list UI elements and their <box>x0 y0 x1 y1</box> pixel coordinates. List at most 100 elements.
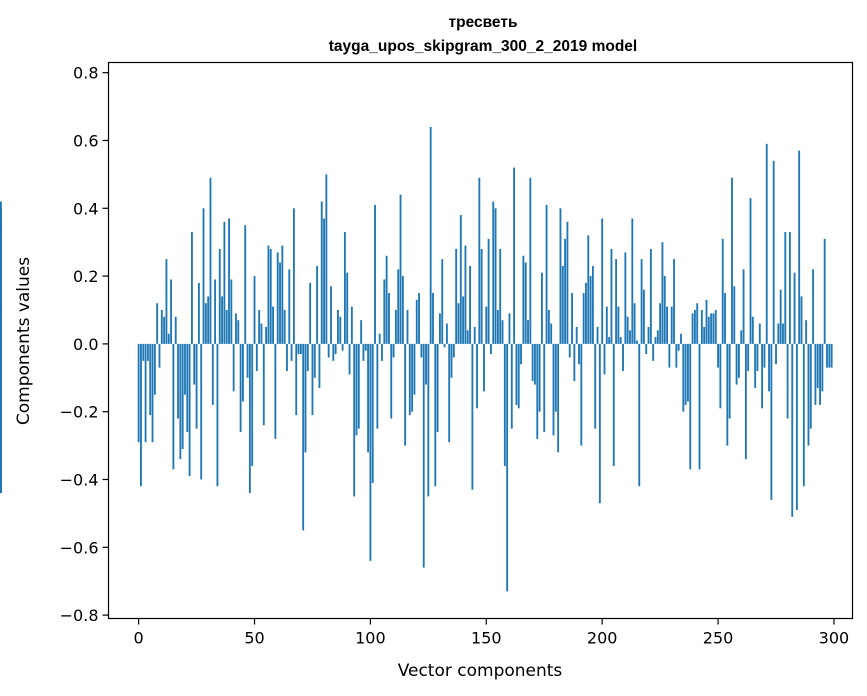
bar <box>413 343 416 395</box>
bar <box>462 296 465 344</box>
bar <box>193 343 196 385</box>
bar <box>652 343 655 361</box>
bar <box>615 259 618 344</box>
bar <box>670 306 673 344</box>
bar <box>441 259 444 344</box>
bar <box>779 289 782 344</box>
bar <box>292 208 295 344</box>
bar <box>200 343 203 480</box>
bar <box>758 323 761 344</box>
bar <box>320 201 323 344</box>
bar <box>174 316 177 344</box>
bar <box>677 343 680 351</box>
bar <box>714 309 717 344</box>
bar <box>575 326 578 344</box>
bar <box>434 343 437 487</box>
bar <box>638 343 641 487</box>
bar <box>163 316 166 344</box>
bar <box>360 320 363 344</box>
x-tick-label: 0 <box>134 629 144 648</box>
y-tick-label: 0.0 <box>73 335 98 354</box>
x-axis-ticks: 0 50 100 150 200 250 300 <box>134 618 850 648</box>
x-tick-label: 200 <box>587 629 618 648</box>
bar <box>506 343 509 592</box>
bar <box>397 269 400 344</box>
bar <box>420 343 423 358</box>
bar <box>645 343 648 355</box>
bar <box>297 343 300 355</box>
bar <box>543 343 546 433</box>
bar <box>313 343 316 378</box>
bar <box>302 343 305 531</box>
bar <box>559 208 562 344</box>
bar <box>399 194 402 344</box>
bar <box>719 343 722 409</box>
bar <box>406 309 409 344</box>
bar <box>744 343 747 460</box>
bar <box>214 279 217 344</box>
bar <box>478 177 481 344</box>
x-tick-label: 50 <box>244 629 264 648</box>
bar <box>622 343 624 372</box>
bar <box>754 343 757 388</box>
bar <box>427 343 430 497</box>
bar <box>510 343 513 429</box>
bar <box>812 269 815 344</box>
bar <box>724 293 726 344</box>
bar <box>385 255 388 344</box>
bar <box>680 333 682 344</box>
bar <box>186 343 189 433</box>
bar <box>355 343 358 436</box>
bar <box>392 343 395 358</box>
bar <box>717 343 719 368</box>
bar <box>323 218 325 344</box>
bar <box>633 303 636 344</box>
bar <box>316 265 319 344</box>
bar <box>728 343 731 419</box>
bar <box>425 343 427 385</box>
bar <box>513 167 516 344</box>
x-tick-label: 250 <box>703 629 734 648</box>
bar <box>578 343 580 365</box>
bar <box>146 343 149 361</box>
bar <box>823 238 826 344</box>
bar <box>167 333 170 344</box>
bar <box>596 326 599 344</box>
bar <box>318 343 321 388</box>
bar <box>496 309 499 344</box>
bar <box>411 343 414 412</box>
bar <box>503 343 506 466</box>
bar <box>160 309 163 344</box>
bar <box>775 343 777 365</box>
y-tick-label: −0.2 <box>60 403 99 422</box>
bar <box>494 208 497 344</box>
bar <box>830 343 833 368</box>
bar <box>251 343 254 466</box>
bar <box>594 343 597 429</box>
y-tick-label: −0.8 <box>60 606 99 625</box>
bar <box>689 343 692 470</box>
x-tick-label: 300 <box>819 629 850 648</box>
bar <box>228 218 230 344</box>
bar <box>687 343 689 402</box>
bar <box>617 306 620 344</box>
bar <box>418 293 420 344</box>
bar <box>805 320 808 344</box>
bar <box>195 343 198 429</box>
bar <box>244 225 247 344</box>
bar <box>191 232 193 344</box>
bar <box>540 272 543 344</box>
x-tick-label: 150 <box>471 629 502 648</box>
bar <box>684 343 687 405</box>
bar <box>197 282 200 344</box>
bar <box>517 343 520 409</box>
bar <box>464 245 467 344</box>
bar <box>265 326 268 344</box>
bar <box>452 343 455 358</box>
bar <box>153 343 156 395</box>
bar <box>608 337 611 344</box>
bar <box>327 343 330 358</box>
y-axis-label: Components values <box>14 257 34 425</box>
bars-group <box>0 126 833 592</box>
bar <box>819 343 821 405</box>
